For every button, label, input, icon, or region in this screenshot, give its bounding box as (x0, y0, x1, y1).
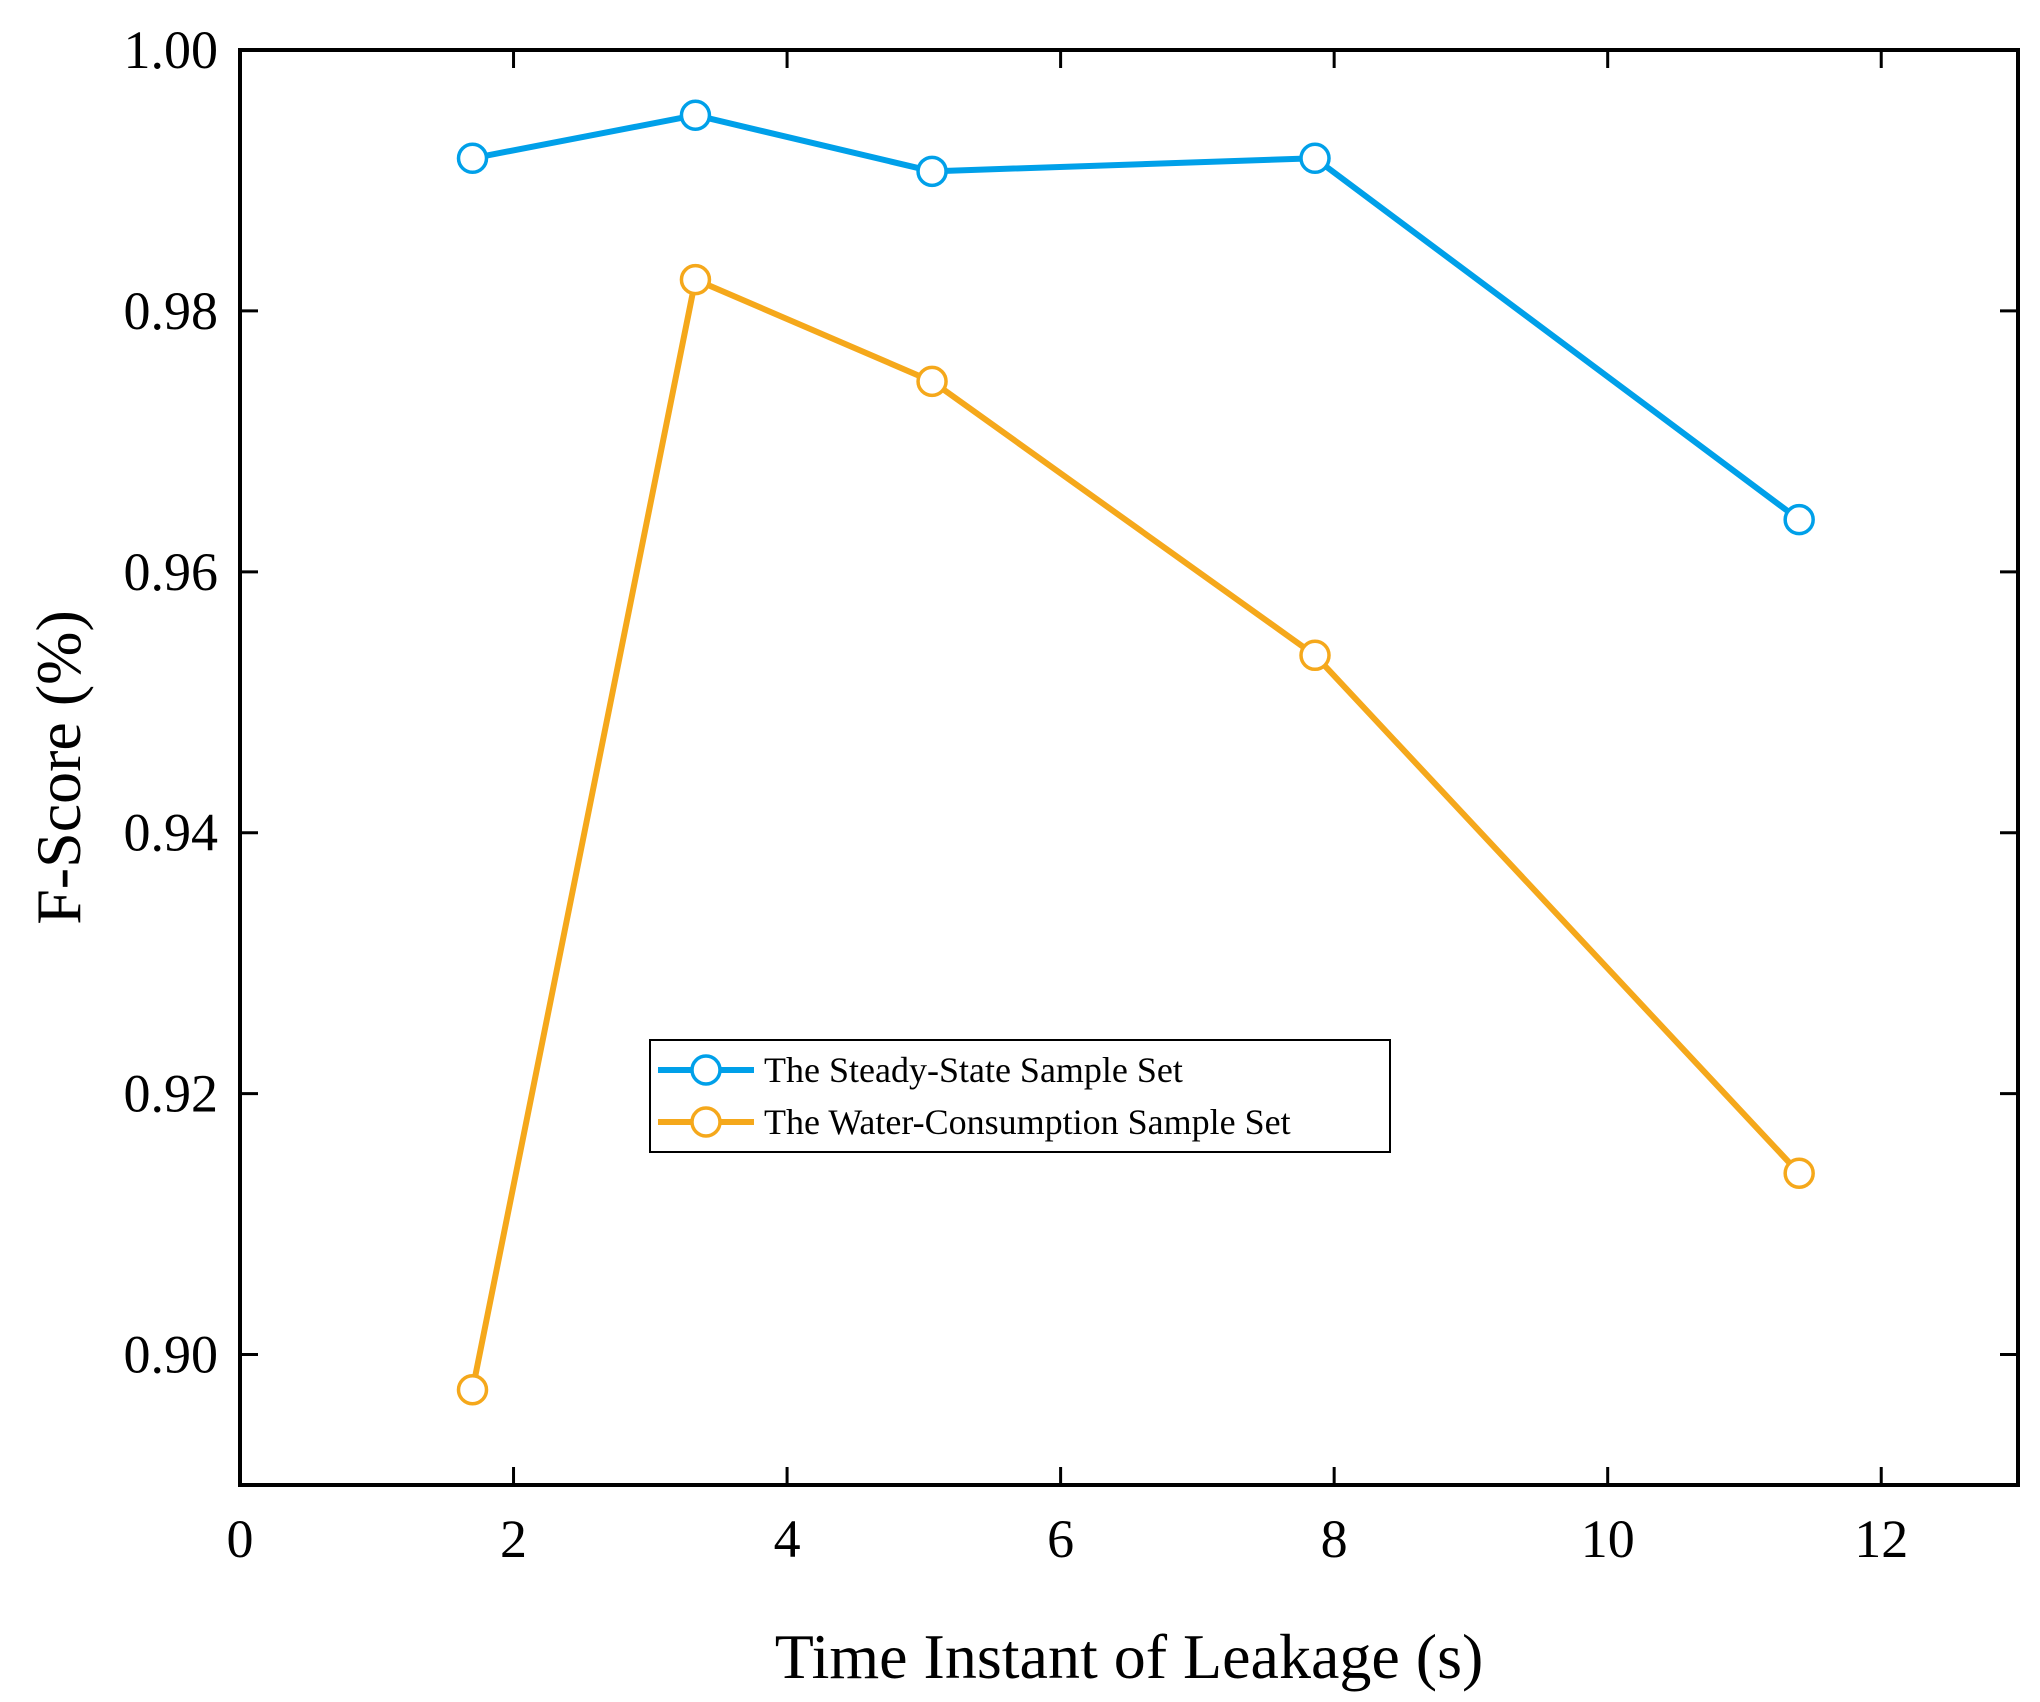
ticks-layer: 0 2 4 6 8 10 12 0.90 0.92 0.94 0.96 0.98 1.00 (124, 20, 2018, 1569)
legend-label-water-consumption: The Water-Consumption Sample Set (764, 1102, 1291, 1142)
x-axis-title: Time Instant of Leakage (s) (775, 1621, 1484, 1692)
data-point-steady-state (1783, 503, 1815, 536)
x-tick-label: 0 (227, 1509, 254, 1569)
x-tick-label: 6 (1047, 1509, 1074, 1569)
y-tick-label: 0.98 (124, 281, 219, 341)
legend-entry-steady-state: The Steady-State Sample Set (658, 1050, 1183, 1090)
data-point-steady-state (916, 155, 948, 188)
data-point-water-consumption (679, 263, 712, 296)
x-tick-label: 2 (500, 1509, 527, 1569)
data-point-water-consumption (1783, 1157, 1815, 1189)
x-tick-label: 4 (774, 1509, 801, 1569)
data-point-steady-state (456, 142, 489, 175)
series-line-water-consumption (469, 276, 1802, 1391)
y-tick-label: 0.94 (124, 803, 219, 863)
legend-box (649, 1039, 1391, 1153)
legend-entry-water-consumption: The Water-Consumption Sample Set (658, 1102, 1291, 1142)
y-axis-title: F-Score (%) (23, 610, 94, 925)
y-tick-label: 0.92 (124, 1064, 219, 1124)
data-point-water-consumption (916, 365, 948, 398)
legend-marker-water-consumption (690, 1106, 722, 1138)
data-point-steady-state (1299, 142, 1331, 175)
data-point-water-consumption (1299, 639, 1331, 672)
plot-frame (238, 48, 2020, 1487)
legend-label-steady-state: The Steady-State Sample Set (764, 1050, 1183, 1090)
series-layer (456, 99, 1815, 1406)
data-point-steady-state (679, 99, 712, 131)
x-tick-label: 10 (1581, 1509, 1635, 1569)
y-tick-label: 0.96 (124, 542, 219, 602)
series-line-steady-state (471, 112, 1801, 523)
legend: The Steady-State Sample Set The Water-Co… (649, 1039, 1391, 1153)
x-tick-label: 8 (1321, 1509, 1348, 1569)
x-tick-label: 12 (1854, 1509, 1908, 1569)
legend-marker-steady-state (690, 1054, 722, 1086)
y-tick-label: 0.90 (124, 1325, 219, 1385)
y-tick-label: 1.00 (124, 20, 219, 80)
data-point-water-consumption (456, 1374, 489, 1406)
